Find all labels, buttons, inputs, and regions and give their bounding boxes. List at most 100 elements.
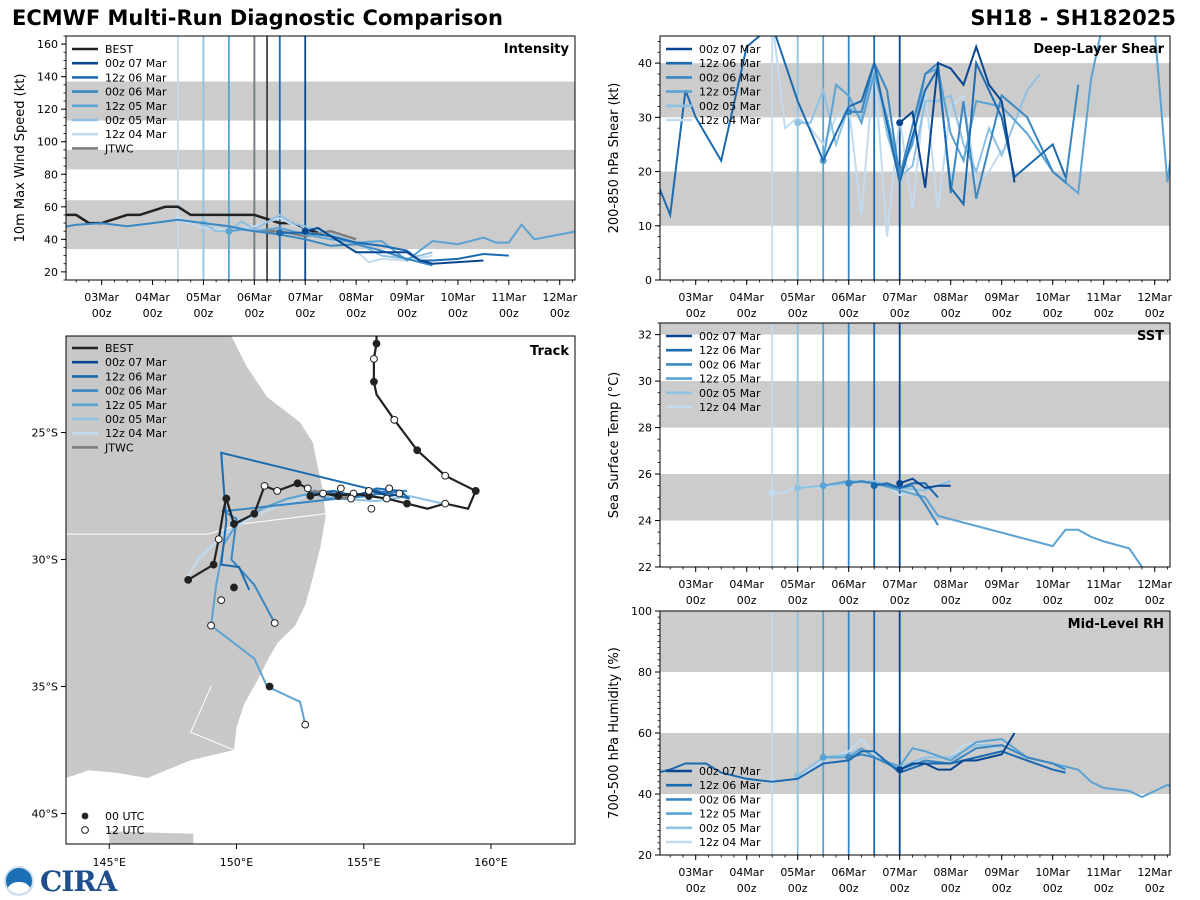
- shear-ytick-label: 10: [638, 220, 652, 233]
- sst-ytick-label: 28: [638, 422, 652, 435]
- intensity-jtwc-line: [254, 229, 357, 241]
- sst-xtick-label: 06Mar: [831, 578, 866, 591]
- track-point-00utc: [230, 520, 238, 528]
- rh-legend-label: 00z 06 Mar: [699, 793, 761, 806]
- rh-xtick-label: 12Mar: [1137, 866, 1172, 879]
- state-border-vic: [190, 686, 235, 751]
- intensity-xtick-hour: 00z: [194, 307, 214, 320]
- sst-legend-label: 00z 07 Mar: [699, 330, 761, 343]
- track-panel: 145°E 150°E 155°E 160°E 25°S 30°S 35°S 40°S Trac…: [32, 335, 576, 869]
- shear-xtick-label: 09Mar: [984, 291, 1019, 304]
- rh-ytick-label: 20: [638, 849, 652, 862]
- track-point-12utc: [217, 596, 226, 605]
- rh-xtick-hour: 00z: [788, 882, 808, 895]
- rh-legend-label: 00z 05 Mar: [699, 822, 761, 835]
- cira-logo-text: CIRA: [40, 864, 117, 898]
- sst-xtick-label: 10Mar: [1035, 578, 1070, 591]
- rh-xtick-hour: 00z: [737, 882, 757, 895]
- rh-ytick-label: 40: [638, 788, 652, 801]
- track-point-00utc: [370, 377, 378, 386]
- intensity-xtick-label: 12Mar: [542, 291, 577, 304]
- intensity-legend-label: 00z 06 Mar: [105, 86, 167, 99]
- track-series-line: [307, 492, 443, 505]
- rh-legend-label: 00z 07 Mar: [699, 765, 761, 778]
- intensity-title: Intensity: [504, 42, 570, 57]
- sst-title: SST: [1137, 329, 1164, 344]
- intensity-xtick-label: 09Mar: [390, 291, 425, 304]
- track-point-12utc: [441, 499, 450, 508]
- intensity-legend-label: 12z 06 Mar: [105, 71, 167, 84]
- rh-xtick-hour: 00z: [1043, 882, 1063, 895]
- intensity-panel: 20 40 60 80 100 120 140 160 03Mar 00z 04Mar 00z 05Ma…: [13, 35, 578, 320]
- sst-xtick-label: 08Mar: [933, 578, 968, 591]
- sst-xtick-label: 07Mar: [882, 578, 917, 591]
- track-ytick-label: 40°S: [32, 808, 58, 821]
- shear-legend-label: 12z 06 Mar: [699, 57, 761, 70]
- rh-xtick-label: 07Mar: [882, 866, 917, 879]
- track-point-00utc: [372, 339, 381, 348]
- shear-ytick-label: 30: [638, 111, 652, 124]
- shear-series-line: [660, 36, 1067, 219]
- track-point-12utc: [395, 489, 404, 498]
- sst-series-init-point: [768, 489, 776, 497]
- track-point-12utc: [385, 484, 394, 493]
- shear-ytick-label: 40: [638, 57, 652, 70]
- track-xtick-label: 160°E: [474, 856, 507, 869]
- track-legend-label: 12z 06 Mar: [105, 370, 167, 383]
- track-point-12utc: [260, 481, 269, 490]
- intensity-ytick-label: 120: [37, 103, 58, 116]
- sst-ytick-label: 22: [638, 561, 652, 574]
- track-point-00utc: [222, 494, 231, 503]
- sst-band-2: [660, 323, 1170, 335]
- intensity-ytick-label: 140: [37, 71, 58, 84]
- track-point-00utc: [184, 575, 193, 584]
- intensity-series-init-point: [47, 226, 54, 233]
- track-point-12utc: [367, 504, 376, 513]
- track-point-12utc: [441, 471, 450, 480]
- intensity-plot-area: [47, 36, 575, 280]
- track-point-00utc: [230, 583, 238, 592]
- rh-series-init-point: [896, 766, 904, 774]
- rh-panel: 20 40 60 80 100 03Mar 00z 04Mar 00z 05Mar 00z 06Mar…: [607, 605, 1173, 895]
- shear-xtick-label: 05Mar: [780, 291, 815, 304]
- intensity-xtick-hour: 00z: [92, 307, 112, 320]
- track-point-12utc: [336, 484, 345, 493]
- sst-ytick-label: 32: [638, 329, 652, 342]
- sst-xtick-hour: 00z: [1145, 594, 1165, 607]
- intensity-band-1: [66, 149, 575, 170]
- intensity-legend-label: 00z 07 Mar: [105, 57, 167, 70]
- legend-00utc-marker: [81, 812, 89, 820]
- legend-12utc-marker: [81, 826, 89, 834]
- shear-xtick-label: 03Mar: [678, 291, 713, 304]
- track-legend-label: 00z 07 Mar: [105, 356, 167, 369]
- track-legend-label: JTWC: [104, 441, 134, 454]
- rh-xtick-hour: 00z: [1145, 882, 1165, 895]
- shear-xtick-hour: 00z: [941, 307, 961, 320]
- intensity-xtick-hour: 00z: [143, 307, 163, 320]
- sst-xtick-hour: 00z: [1094, 594, 1114, 607]
- shear-series-line: [899, 43, 1016, 188]
- sst-xtick-label: 03Mar: [678, 578, 713, 591]
- sst-legend-label: 00z 06 Mar: [699, 358, 761, 371]
- intensity-xtick-label: 06Mar: [237, 291, 272, 304]
- sst-legend-label: 12z 05 Mar: [699, 373, 761, 386]
- intensity-legend-label: BEST: [105, 43, 133, 56]
- sst-xtick-hour: 00z: [1043, 594, 1063, 607]
- intensity-xtick-hour: 00z: [499, 307, 519, 320]
- shear-xtick-label: 04Mar: [729, 291, 764, 304]
- shear-xtick-label: 10Mar: [1035, 291, 1070, 304]
- shear-xtick-label: 12Mar: [1137, 291, 1172, 304]
- shear-xtick-label: 06Mar: [831, 291, 866, 304]
- track-point-00utc: [403, 499, 411, 508]
- intensity-series-line: [66, 218, 433, 267]
- track-frame: [65, 335, 576, 845]
- intensity-series-init-point: [276, 229, 284, 237]
- shear-legend-label: 12z 05 Mar: [699, 86, 761, 99]
- track-point-12utc: [270, 619, 279, 627]
- rh-legend-label: 12z 05 Mar: [699, 808, 761, 821]
- shear-xtick-hour: 00z: [1043, 307, 1063, 320]
- intensity-ytick-label: 20: [44, 266, 58, 279]
- rh-series-line: [660, 750, 1066, 783]
- cira-logo: CIRA: [4, 864, 117, 898]
- shear-series-line: [848, 60, 1080, 199]
